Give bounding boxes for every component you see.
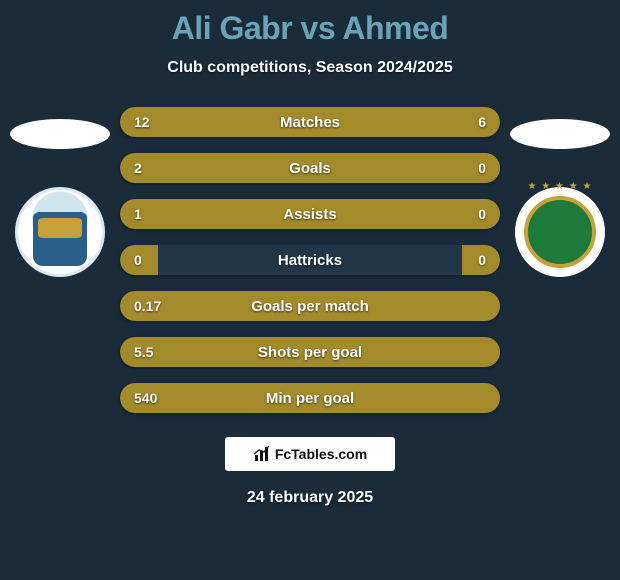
- stat-row: 5.5Shots per goal: [120, 337, 500, 367]
- stat-label: Hattricks: [120, 252, 500, 269]
- stat-row: 2Goals0: [120, 153, 500, 183]
- date-line: 24 february 2025: [0, 489, 620, 507]
- stat-row: 540Min per goal: [120, 383, 500, 413]
- stat-label: Assists: [120, 206, 500, 223]
- stat-label: Goals per match: [120, 298, 500, 315]
- stars-icon: ★ ★ ★ ★ ★: [515, 181, 605, 192]
- chart-icon: [253, 445, 271, 463]
- left-club-badge: [15, 187, 105, 277]
- stat-row: 0Hattricks0: [120, 245, 500, 275]
- stat-row: 1Assists0: [120, 199, 500, 229]
- stat-label: Shots per goal: [120, 344, 500, 361]
- left-side: [0, 107, 120, 277]
- stat-bars: 12Matches6 2Goals0 1Assists0 0Hattricks0 0.1…: [120, 107, 500, 413]
- stat-row: 0.17Goals per match: [120, 291, 500, 321]
- badge-inner: [524, 196, 596, 268]
- brand-text: FcTables.com: [275, 446, 367, 462]
- stat-row: 12Matches6: [120, 107, 500, 137]
- right-club-badge: ★ ★ ★ ★ ★: [515, 187, 605, 277]
- comparison-layout: 12Matches6 2Goals0 1Assists0 0Hattricks0 0.1…: [0, 107, 620, 413]
- stat-label: Matches: [120, 114, 500, 131]
- brand-badge: FcTables.com: [225, 437, 395, 471]
- stat-label: Min per goal: [120, 390, 500, 407]
- stat-label: Goals: [120, 160, 500, 177]
- right-player-avatar: [510, 119, 610, 149]
- shield-icon: [33, 212, 87, 266]
- left-player-avatar: [10, 119, 110, 149]
- right-side: ★ ★ ★ ★ ★: [500, 107, 620, 277]
- page-subtitle: Club competitions, Season 2024/2025: [0, 59, 620, 77]
- page-title: Ali Gabr vs Ahmed: [0, 0, 620, 47]
